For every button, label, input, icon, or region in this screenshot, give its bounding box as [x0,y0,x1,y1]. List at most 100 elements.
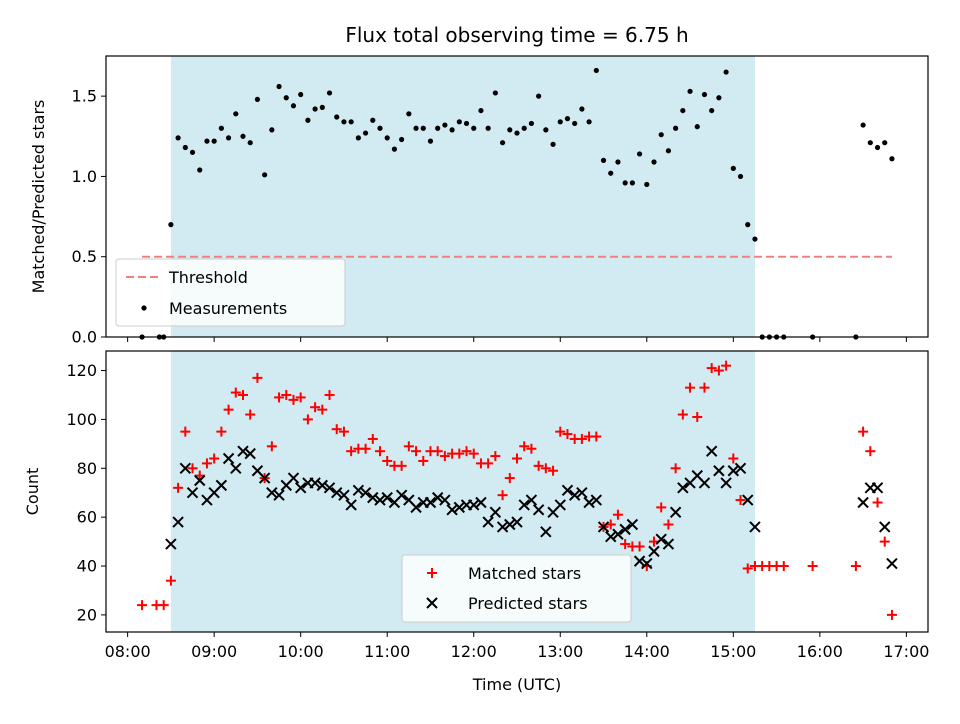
data-point [687,88,693,94]
data-point [468,499,480,511]
data-point [410,501,422,514]
data-point [540,526,552,538]
plot-frame [105,350,929,633]
data-point-stroke [165,538,177,550]
legend-swatch [426,597,438,609]
ratio-panel: 0.0 0.5 1.0 1.5 Matched/Predicted stars Thres… [29,55,929,347]
data-point [562,429,573,440]
data-point-stroke [237,445,249,457]
data-point [238,389,248,400]
data-point [669,506,682,518]
data-point [651,159,657,165]
data-point [871,482,884,494]
data-point [658,132,664,138]
data-point-stroke [410,501,422,514]
data-point [411,446,422,457]
data-point-stroke [554,499,566,511]
data-point [258,472,271,484]
data-point [310,402,321,413]
data-point [439,494,451,506]
data-point-stroke [244,447,256,460]
legend-label: Matched stars [468,564,581,583]
data-point [165,575,176,586]
data-point [568,489,581,501]
data-point-stroke [345,499,357,511]
data-point [850,561,861,572]
data-point [172,516,184,528]
data-point [730,165,736,171]
data-point [597,521,610,533]
data-point-stroke [655,533,667,545]
data-point [886,609,897,620]
data-point [391,146,398,152]
data-point [886,557,898,570]
data-point-stroke [179,462,192,474]
data-point-stroke [886,557,898,570]
data-point [225,135,232,141]
x-tick-label: 11:00 [364,642,410,661]
data-point [237,445,249,457]
data-point [554,499,566,511]
legend-label: Measurements [169,299,287,318]
data-point [706,363,717,374]
data-point-stroke [576,487,588,499]
data-point [432,446,443,457]
data-point [514,130,520,136]
data-point [439,451,450,462]
data-point [536,93,542,99]
data-point [633,555,646,567]
data-point-stroke [540,526,552,538]
data-point [273,489,285,501]
data-point [615,159,621,165]
data-point-stroke [648,545,660,558]
data-point-stroke [172,516,184,528]
data-point [857,496,869,509]
data-point-stroke [468,499,480,511]
data-point [295,392,306,403]
data-point [266,441,277,452]
data-point [240,133,246,139]
data-point [699,382,710,393]
data-point-stroke [568,489,581,501]
data-point [860,122,866,128]
data-point-stroke [532,504,545,516]
data-point [137,600,148,611]
data-point [274,392,285,403]
data-point [281,389,292,400]
data-point-stroke [705,445,718,457]
data-point-stroke [713,465,725,477]
data-point [680,107,686,114]
data-point-stroke [331,487,343,499]
data-point [334,114,340,120]
data-point [550,141,556,147]
data-point [375,446,385,457]
data-point [187,463,198,474]
data-point [348,119,354,125]
data-point-stroke [590,494,603,506]
data-point [572,120,578,127]
data-point-stroke [359,487,372,499]
data-point [317,404,328,415]
x-tick-label: 08:00 [105,642,151,661]
data-point [374,494,386,506]
data-point [865,446,876,457]
data-point [694,124,700,130]
data-point-stroke [381,491,393,504]
data-point [489,506,502,518]
data-point-stroke [525,494,538,506]
data-point-stroke [489,506,502,518]
data-point [742,494,754,506]
data-point [254,96,261,102]
data-point [591,431,602,442]
data-point [382,455,393,466]
data-point-stroke [294,482,307,494]
data-point [526,443,537,454]
data-point [612,509,623,520]
data-point-stroke [698,477,711,489]
data-point-stroke [439,494,451,506]
data-point [518,499,530,511]
data-point [406,111,412,117]
data-point [194,470,205,481]
data-point [713,365,724,376]
